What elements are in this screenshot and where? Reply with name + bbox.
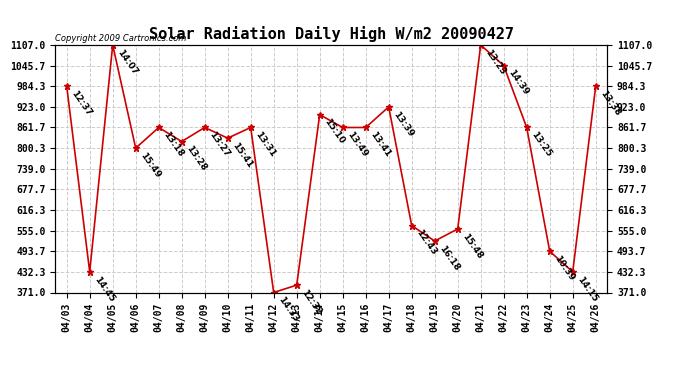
Text: 13:23: 13:23 [484,48,507,76]
Text: 13:39: 13:39 [391,110,415,138]
Text: 12:43: 12:43 [415,228,438,257]
Text: 14:45: 14:45 [92,274,117,303]
Text: 15:41: 15:41 [230,141,255,170]
Text: 13:18: 13:18 [161,130,186,159]
Text: 14:07: 14:07 [115,48,139,76]
Text: 14:15: 14:15 [575,274,600,303]
Text: 13:38: 13:38 [598,89,622,118]
Text: 15:48: 15:48 [460,232,484,260]
Text: Copyright 2009 Cartronics.com: Copyright 2009 Cartronics.com [55,33,186,42]
Text: 13:31: 13:31 [253,130,277,159]
Text: 15:49: 15:49 [139,151,162,180]
Text: 13:25: 13:25 [529,130,553,159]
Text: 13:41: 13:41 [368,130,393,159]
Text: 13:49: 13:49 [346,130,369,159]
Title: Solar Radiation Daily High W/m2 20090427: Solar Radiation Daily High W/m2 20090427 [149,27,513,42]
Text: 13:27: 13:27 [208,130,231,159]
Text: 13:28: 13:28 [184,144,208,173]
Text: 15:10: 15:10 [322,117,346,146]
Text: 10:39: 10:39 [553,254,576,283]
Text: 14:39: 14:39 [506,68,531,97]
Text: 14:33: 14:33 [277,295,300,324]
Text: 12:37: 12:37 [70,89,93,118]
Text: 12:32: 12:32 [299,288,324,316]
Text: 16:18: 16:18 [437,244,462,273]
